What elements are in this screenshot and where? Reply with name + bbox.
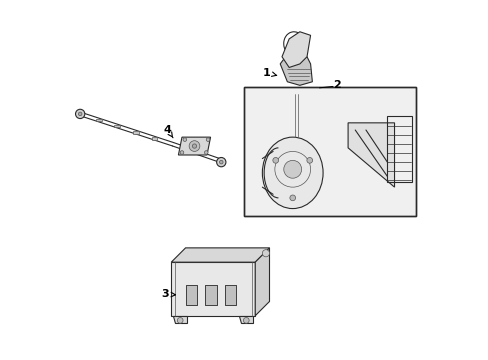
Text: 1: 1 xyxy=(263,68,276,78)
Circle shape xyxy=(262,249,269,257)
Circle shape xyxy=(78,112,82,116)
Bar xyxy=(224,285,236,305)
Circle shape xyxy=(192,144,196,148)
Bar xyxy=(185,285,197,305)
Circle shape xyxy=(180,151,183,154)
Bar xyxy=(244,87,415,216)
Circle shape xyxy=(189,141,200,152)
Text: 2: 2 xyxy=(333,80,341,90)
Polygon shape xyxy=(347,123,394,187)
Text: 3: 3 xyxy=(161,289,175,299)
Circle shape xyxy=(219,160,223,164)
Polygon shape xyxy=(171,248,269,262)
Polygon shape xyxy=(280,57,312,85)
Circle shape xyxy=(306,157,312,163)
Bar xyxy=(205,285,216,305)
Circle shape xyxy=(216,157,225,167)
Ellipse shape xyxy=(262,137,323,208)
Circle shape xyxy=(206,138,209,141)
Bar xyxy=(133,131,139,134)
Circle shape xyxy=(177,318,183,323)
Circle shape xyxy=(183,138,186,141)
Bar xyxy=(114,125,120,127)
Text: 4: 4 xyxy=(163,125,173,138)
Bar xyxy=(244,87,415,216)
Bar xyxy=(96,118,102,121)
Polygon shape xyxy=(178,137,210,155)
Polygon shape xyxy=(255,248,269,316)
Circle shape xyxy=(289,195,295,201)
Bar xyxy=(151,137,157,140)
Polygon shape xyxy=(282,32,310,67)
Polygon shape xyxy=(173,316,187,323)
Bar xyxy=(205,285,216,305)
Polygon shape xyxy=(239,316,253,323)
Circle shape xyxy=(75,109,84,118)
Circle shape xyxy=(243,318,248,323)
Circle shape xyxy=(204,151,207,154)
Circle shape xyxy=(283,160,301,178)
Bar xyxy=(171,262,255,316)
Bar xyxy=(224,285,236,305)
Circle shape xyxy=(272,157,278,163)
Bar xyxy=(386,116,411,182)
Bar xyxy=(185,285,197,305)
